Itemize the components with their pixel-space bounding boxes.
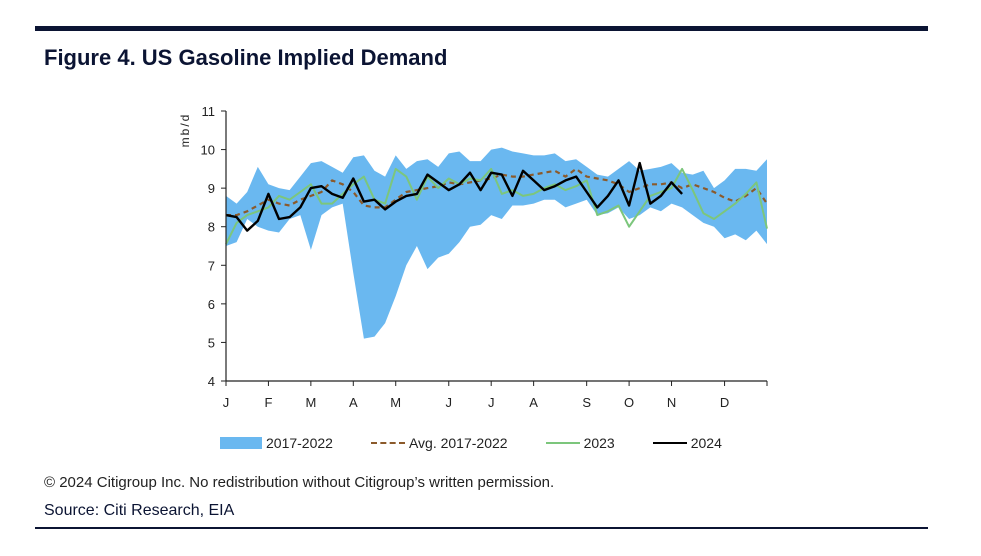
series-avg-2017-2022-line: [226, 167, 768, 217]
legend-swatch-2023: [545, 442, 580, 444]
y-tick-label: 10: [201, 143, 215, 158]
x-tick-label: N: [667, 395, 676, 410]
y-tick-label: 4: [208, 374, 215, 389]
copyright-note: © 2024 Citigroup Inc. No redistribution …: [44, 474, 555, 491]
x-tick-label: J: [223, 395, 230, 410]
y-tick-label: 11: [202, 104, 216, 119]
x-tick-label: M: [305, 395, 316, 410]
legend-label-avg: Avg. 2017-2022: [408, 435, 508, 451]
legend-swatch-band: [220, 437, 262, 449]
x-tick-label: S: [582, 395, 591, 410]
x-tick-label: J: [488, 395, 495, 410]
legend-item-2023: 2023: [545, 435, 615, 451]
series-2024-line: [225, 161, 683, 232]
x-tick-label: J: [446, 395, 453, 410]
x-tick-label: O: [624, 395, 634, 410]
legend-label-band: 2017-2022: [266, 435, 333, 451]
legend-item-avg: Avg. 2017-2022: [370, 435, 508, 451]
figure-title: Figure 4. US Gasoline Implied Demand: [44, 45, 448, 70]
series-layer: [225, 161, 768, 245]
source-note: Source: Citi Research, EIA: [44, 502, 235, 519]
x-tick-label: D: [720, 395, 729, 410]
x-tick-label: A: [349, 395, 358, 410]
legend-label-2023: 2023: [583, 435, 615, 451]
y-tick-label: 6: [208, 297, 215, 312]
series-2023-line: [225, 167, 768, 245]
y-tick-label: 7: [208, 258, 215, 273]
x-tick-label: A: [529, 395, 538, 410]
y-axis-title: mb/d: [178, 113, 192, 148]
line-chart: 4 5 6 7 8 9 10 11 J F M A M J J A S O N D mb/d: [178, 104, 768, 410]
legend-swatch-2024: [652, 442, 687, 444]
x-tick-label: F: [264, 395, 272, 410]
y-tick-label: 9: [208, 181, 215, 196]
legend-label-2024: 2024: [690, 435, 722, 451]
legend-item-band: 2017-2022: [220, 435, 333, 451]
y-tick-label: 5: [208, 335, 215, 350]
chart-legend: 2017-2022 Avg. 2017-2022 2023 2024: [220, 433, 760, 453]
y-tick-label: 8: [208, 220, 215, 235]
legend-swatch-avg: [370, 442, 405, 444]
legend-item-2024: 2024: [652, 435, 722, 451]
x-tick-label: M: [390, 395, 401, 410]
top-rule: [35, 26, 928, 31]
axis-layer: 4 5 6 7 8 9 10 11 J F M A M J J A S O N D: [201, 104, 768, 410]
bottom-rule: [35, 527, 928, 529]
